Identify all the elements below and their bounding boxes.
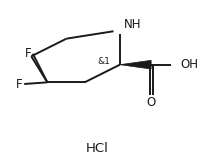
Polygon shape	[119, 60, 150, 69]
Text: &1: &1	[97, 57, 109, 66]
Text: NH: NH	[124, 18, 141, 31]
Text: HCl: HCl	[85, 142, 108, 155]
Text: F: F	[24, 47, 31, 60]
Text: F: F	[16, 77, 22, 91]
Text: OH: OH	[179, 58, 197, 71]
Text: O: O	[146, 96, 155, 109]
